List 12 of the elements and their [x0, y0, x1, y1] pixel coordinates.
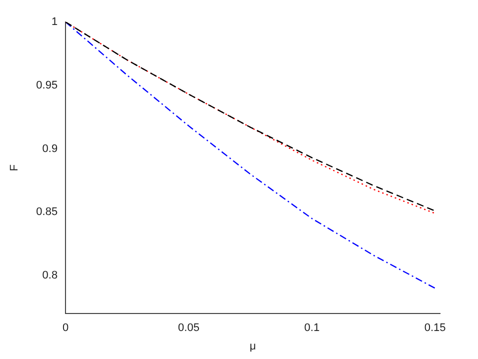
- y-tick-label: 0.95: [36, 79, 58, 92]
- x-tick-label: 0.1: [304, 322, 320, 334]
- y-axis-title: F: [8, 164, 21, 172]
- y-tick-label: 0.85: [36, 206, 58, 218]
- x-axis-title: μ: [250, 340, 256, 352]
- line-series: [66, 22, 436, 289]
- x-tick-label: 0: [62, 322, 69, 334]
- x-tick-label: 0.05: [178, 322, 200, 334]
- y-tick-label: 1: [51, 16, 58, 28]
- y-tick-label: 0.8: [42, 270, 58, 282]
- y-tick-label: 0.9: [42, 142, 58, 155]
- x-tick-label: 0.15: [424, 322, 446, 334]
